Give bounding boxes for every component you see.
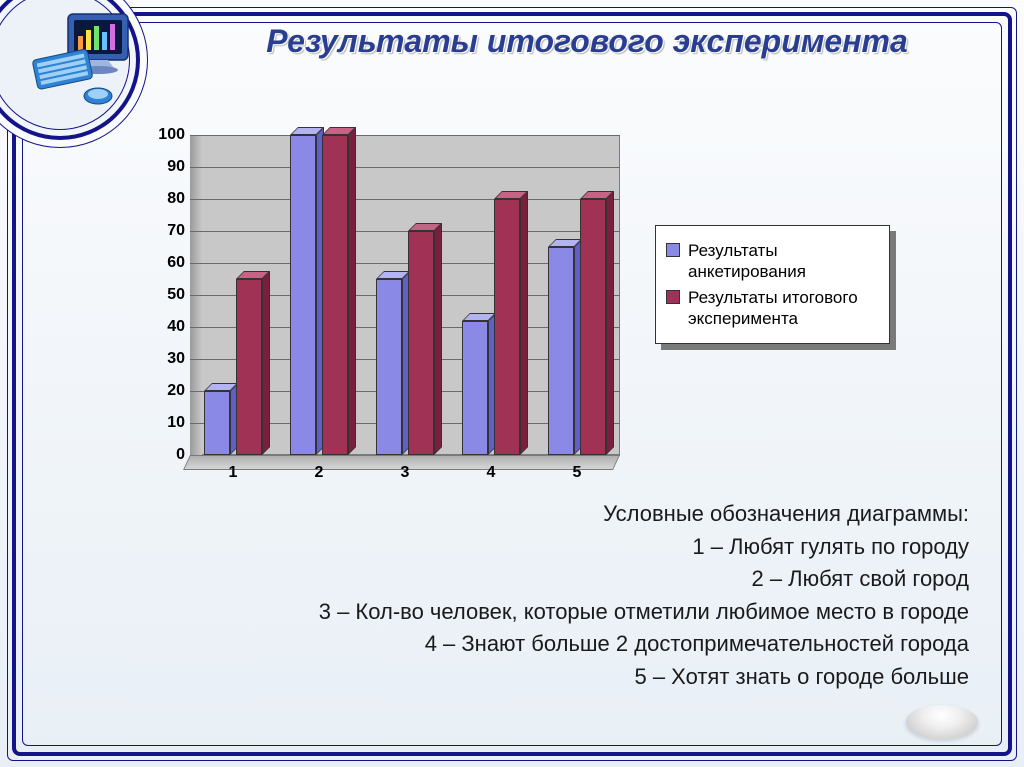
y-axis-tick: 40 bbox=[145, 318, 185, 336]
legend-label: Результаты итогового эксперимента bbox=[688, 287, 879, 330]
bar bbox=[462, 321, 488, 455]
caption-line: 4 – Знают больше 2 достопримечательносте… bbox=[130, 628, 969, 661]
bar bbox=[580, 199, 606, 455]
y-axis-tick: 70 bbox=[145, 222, 185, 240]
x-axis-tick: 2 bbox=[299, 464, 339, 482]
y-axis-tick: 100 bbox=[145, 126, 185, 144]
caption-line: 5 – Хотят знать о городе больше bbox=[130, 661, 969, 694]
caption-line: Условные обозначения диаграммы: bbox=[130, 498, 969, 531]
caption-line: 1 – Любят гулять по городу bbox=[130, 531, 969, 564]
bar bbox=[290, 135, 316, 455]
bar bbox=[494, 199, 520, 455]
bar-chart: 0102030405060708090100 12345 bbox=[145, 130, 625, 480]
y-axis-tick: 80 bbox=[145, 190, 185, 208]
legend-item: Результаты анкетирования bbox=[666, 240, 879, 283]
bar bbox=[322, 135, 348, 455]
gridline bbox=[190, 199, 620, 200]
caption-line: 3 – Кол-во человек, которые отметили люб… bbox=[130, 596, 969, 629]
bar bbox=[408, 231, 434, 455]
bar bbox=[236, 279, 262, 455]
bar bbox=[548, 247, 574, 455]
legend-label: Результаты анкетирования bbox=[688, 240, 879, 283]
gridline bbox=[190, 231, 620, 232]
legend-item: Результаты итогового эксперимента bbox=[666, 287, 879, 330]
y-axis-tick: 50 bbox=[145, 286, 185, 304]
x-axis-tick: 1 bbox=[213, 464, 253, 482]
chart-legend: Результаты анкетирования Результаты итог… bbox=[655, 225, 890, 344]
computer-icon bbox=[30, 12, 140, 107]
bar bbox=[376, 279, 402, 455]
y-axis-tick: 90 bbox=[145, 158, 185, 176]
y-axis-tick: 0 bbox=[145, 446, 185, 464]
x-axis-tick: 3 bbox=[385, 464, 425, 482]
chart-caption: Условные обозначения диаграммы: 1 – Любя… bbox=[130, 498, 969, 693]
legend-swatch bbox=[666, 243, 680, 257]
legend-swatch bbox=[666, 290, 680, 304]
y-axis-tick: 20 bbox=[145, 382, 185, 400]
caption-line: 2 – Любят свой город bbox=[130, 563, 969, 596]
y-axis-tick: 60 bbox=[145, 254, 185, 272]
x-axis-tick: 4 bbox=[471, 464, 511, 482]
x-axis-tick: 5 bbox=[557, 464, 597, 482]
gridline bbox=[190, 135, 620, 136]
gridline bbox=[190, 167, 620, 168]
y-axis-tick: 30 bbox=[145, 350, 185, 368]
page-number-badge bbox=[906, 705, 978, 739]
bar bbox=[204, 391, 230, 455]
slide-title: Результаты итогового эксперимента bbox=[180, 23, 994, 60]
y-axis-tick: 10 bbox=[145, 414, 185, 432]
